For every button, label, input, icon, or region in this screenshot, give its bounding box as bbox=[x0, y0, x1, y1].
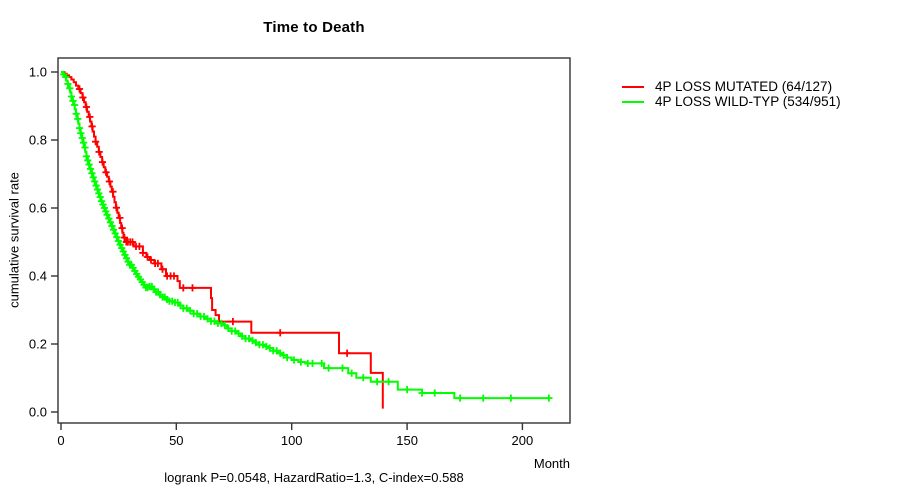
legend: 4P LOSS MUTATED (64/127) 4P LOSS WILD-TY… bbox=[622, 79, 841, 109]
series-mutated bbox=[61, 71, 384, 409]
km-curve-wildtype bbox=[61, 71, 551, 400]
censor-marks-wildtype bbox=[60, 70, 553, 402]
km-curve-mutated bbox=[61, 71, 384, 409]
plot-box bbox=[57, 57, 571, 424]
x-tick-label: 150 bbox=[396, 433, 418, 448]
y-tick-label: 0.4 bbox=[29, 269, 47, 284]
statistics-footnote: logrank P=0.0548, HazardRatio=1.3, C-ind… bbox=[164, 470, 464, 485]
series-wildtype bbox=[60, 70, 553, 402]
x-tick-label: 0 bbox=[57, 433, 64, 448]
x-axis: 0 50 100 150 200 bbox=[57, 423, 533, 448]
x-axis-title: Month bbox=[533, 456, 570, 471]
x-tick-label: 200 bbox=[512, 433, 534, 448]
y-tick-label: 0.6 bbox=[29, 201, 47, 216]
legend-label-mutated: 4P LOSS MUTATED (64/127) bbox=[655, 79, 833, 94]
legend-line-mutated-icon bbox=[622, 85, 644, 88]
x-tick-label: 100 bbox=[281, 433, 303, 448]
x-tick-label: 50 bbox=[169, 433, 183, 448]
legend-label-wildtype: 4P LOSS WILD-TYP (534/951) bbox=[655, 94, 841, 109]
y-tick-label: 0.2 bbox=[29, 337, 47, 352]
legend-line-wildtype-icon bbox=[622, 100, 644, 103]
chart-title: Time to Death bbox=[263, 19, 365, 36]
legend-row-wildtype: 4P LOSS WILD-TYP (534/951) bbox=[622, 94, 841, 109]
y-tick-label: 0.0 bbox=[29, 405, 47, 420]
y-axis: 0.0 0.2 0.4 0.6 0.8 1.0 bbox=[29, 65, 58, 420]
y-tick-label: 1.0 bbox=[29, 65, 47, 80]
censor-marks-mutated bbox=[75, 85, 351, 357]
y-tick-label: 0.8 bbox=[29, 133, 47, 148]
legend-row-mutated: 4P LOSS MUTATED (64/127) bbox=[622, 79, 841, 94]
